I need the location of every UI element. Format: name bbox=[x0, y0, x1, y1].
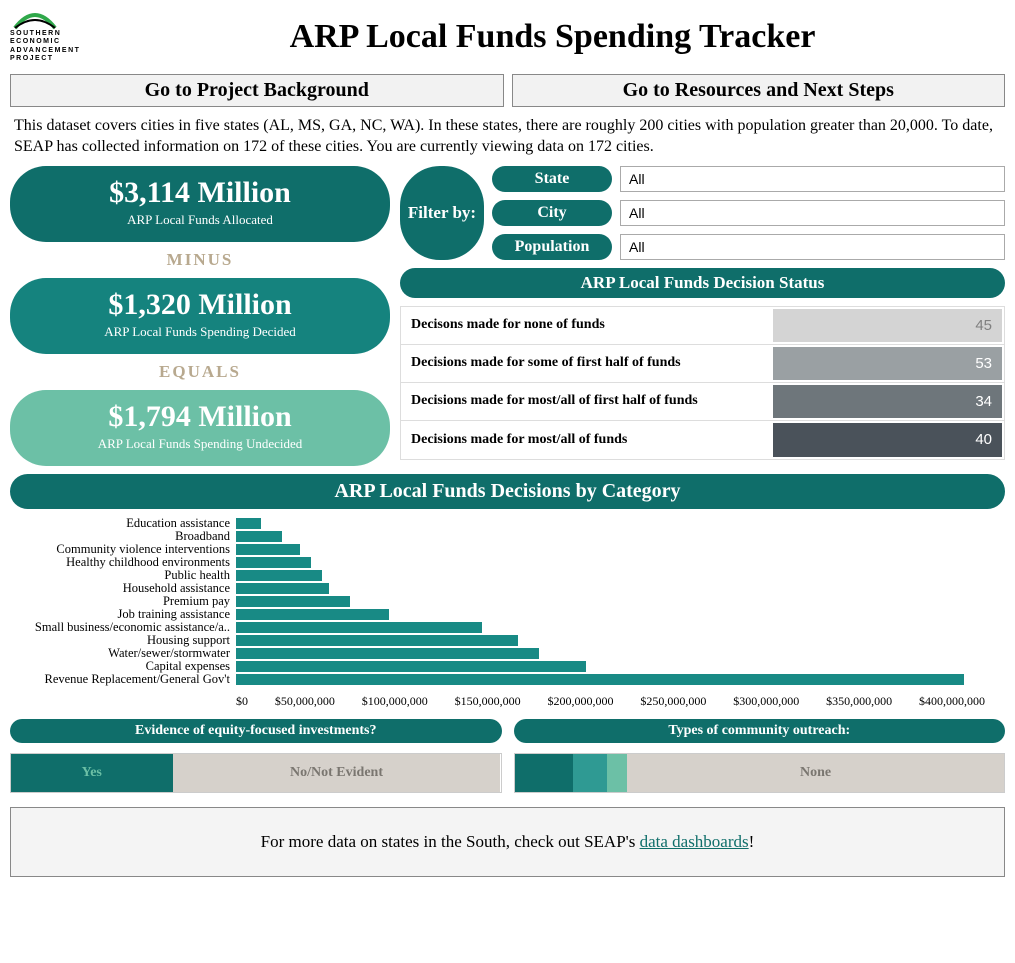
status-row: Decisions made for most/all of first hal… bbox=[401, 383, 1004, 421]
filter-city-input[interactable] bbox=[620, 200, 1005, 226]
category-header: ARP Local Funds Decisions by Category bbox=[10, 474, 1005, 509]
metric-decided-label: ARP Local Funds Spending Decided bbox=[18, 324, 382, 340]
category-bar bbox=[236, 648, 539, 659]
status-row-bar: 40 bbox=[773, 423, 1002, 457]
category-label: Education assistance bbox=[10, 517, 230, 530]
status-row-label: Decisions made for some of first half of… bbox=[401, 345, 771, 382]
category-label: Broadband bbox=[10, 530, 230, 543]
category-bar bbox=[236, 583, 329, 594]
filter-city-label: City bbox=[492, 200, 612, 226]
category-bar bbox=[236, 544, 300, 555]
filter-by-label: Filter by: bbox=[400, 166, 484, 260]
status-table: Decisons made for none of funds45Decisio… bbox=[400, 306, 1005, 460]
category-chart-axis: $0 $50,000,000 $100,000,000 $150,000,000 $20… bbox=[10, 694, 1005, 709]
axis-tick: $0 bbox=[236, 694, 248, 709]
status-row-bar: 53 bbox=[773, 347, 1002, 380]
stack-segment[interactable]: None bbox=[627, 754, 1004, 792]
stack-segment[interactable] bbox=[573, 754, 607, 792]
status-row-label: Decisions made for most/all of funds bbox=[401, 421, 771, 459]
category-label: Healthy childhood environments bbox=[10, 556, 230, 569]
minus-label: MINUS bbox=[10, 242, 390, 278]
footer-box: For more data on states in the South, ch… bbox=[10, 807, 1005, 877]
stack-segment[interactable]: No/Not Evident bbox=[173, 754, 501, 792]
category-label: Public health bbox=[10, 569, 230, 582]
axis-tick: $150,000,000 bbox=[455, 694, 521, 709]
category-bar bbox=[236, 570, 322, 581]
status-row: Decisons made for none of funds45 bbox=[401, 307, 1004, 345]
metric-undecided-value: $1,794 Million bbox=[18, 400, 382, 434]
footer-text-post: ! bbox=[749, 832, 755, 851]
metric-undecided: $1,794 Million ARP Local Funds Spending … bbox=[10, 390, 390, 466]
category-chart: Education assistanceBroadbandCommunity v… bbox=[10, 513, 1005, 690]
status-row-label: Decisions made for most/all of first hal… bbox=[401, 383, 771, 420]
filter-population-input[interactable] bbox=[620, 234, 1005, 260]
metric-allocated: $3,114 Million ARP Local Funds Allocated bbox=[10, 166, 390, 242]
category-label: Premium pay bbox=[10, 595, 230, 608]
status-row-bar: 45 bbox=[773, 309, 1002, 342]
footer-text-pre: For more data on states in the South, ch… bbox=[261, 832, 640, 851]
category-bar bbox=[236, 557, 311, 568]
metric-decided-value: $1,320 Million bbox=[18, 288, 382, 322]
category-bar bbox=[236, 635, 518, 646]
footer-link[interactable]: data dashboards bbox=[640, 832, 749, 851]
logo-text: SOUTHERNECONOMICADVANCEMENTPROJECT bbox=[10, 30, 80, 64]
axis-tick: $100,000,000 bbox=[362, 694, 428, 709]
outreach-header: Types of community outreach: bbox=[514, 719, 1006, 743]
logo: SOUTHERNECONOMICADVANCEMENTPROJECT bbox=[10, 10, 80, 64]
category-bar bbox=[236, 661, 586, 672]
nav-background-button[interactable]: Go to Project Background bbox=[10, 74, 504, 107]
metric-allocated-label: ARP Local Funds Allocated bbox=[18, 212, 382, 228]
metric-allocated-value: $3,114 Million bbox=[18, 176, 382, 210]
page-title: ARP Local Funds Spending Tracker bbox=[100, 18, 1005, 56]
intro-text: This dataset covers cities in five state… bbox=[10, 115, 1005, 158]
category-bar bbox=[236, 622, 482, 633]
equity-header: Evidence of equity-focused investments? bbox=[10, 719, 502, 743]
category-label: Job training assistance bbox=[10, 608, 230, 621]
metric-decided: $1,320 Million ARP Local Funds Spending … bbox=[10, 278, 390, 354]
category-label: Capital expenses bbox=[10, 660, 230, 673]
category-label: Revenue Replacement/General Gov't bbox=[10, 673, 230, 686]
status-row: Decisions made for some of first half of… bbox=[401, 345, 1004, 383]
logo-arc-icon bbox=[10, 10, 60, 30]
category-bar bbox=[236, 609, 389, 620]
category-bar bbox=[236, 518, 261, 529]
outreach-bar: None bbox=[514, 753, 1006, 793]
filter-state-label: State bbox=[492, 166, 612, 192]
category-label: Water/sewer/stormwater bbox=[10, 647, 230, 660]
status-header: ARP Local Funds Decision Status bbox=[400, 268, 1005, 298]
axis-tick: $400,000,000 bbox=[919, 694, 985, 709]
stack-segment[interactable] bbox=[515, 754, 574, 792]
category-label: Household assistance bbox=[10, 582, 230, 595]
equity-bar: YesNo/Not Evident bbox=[10, 753, 502, 793]
filter-population-label: Population bbox=[492, 234, 612, 260]
nav-resources-button[interactable]: Go to Resources and Next Steps bbox=[512, 74, 1006, 107]
metric-undecided-label: ARP Local Funds Spending Undecided bbox=[18, 436, 382, 452]
category-bar bbox=[236, 531, 282, 542]
axis-tick: $300,000,000 bbox=[733, 694, 799, 709]
category-label: Housing support bbox=[10, 634, 230, 647]
axis-tick: $50,000,000 bbox=[275, 694, 335, 709]
status-row: Decisions made for most/all of funds40 bbox=[401, 421, 1004, 459]
status-row-label: Decisons made for none of funds bbox=[401, 307, 771, 344]
equals-label: EQUALS bbox=[10, 354, 390, 390]
category-label: Small business/economic assistance/a.. bbox=[10, 621, 230, 634]
status-row-bar: 34 bbox=[773, 385, 1002, 418]
stack-segment[interactable] bbox=[607, 754, 627, 792]
category-label: Community violence interventions bbox=[10, 543, 230, 556]
category-bar bbox=[236, 674, 964, 685]
axis-tick: $350,000,000 bbox=[826, 694, 892, 709]
stack-segment[interactable]: Yes bbox=[11, 754, 173, 792]
category-bar bbox=[236, 596, 350, 607]
filter-state-input[interactable] bbox=[620, 166, 1005, 192]
axis-tick: $250,000,000 bbox=[640, 694, 706, 709]
axis-tick: $200,000,000 bbox=[548, 694, 614, 709]
